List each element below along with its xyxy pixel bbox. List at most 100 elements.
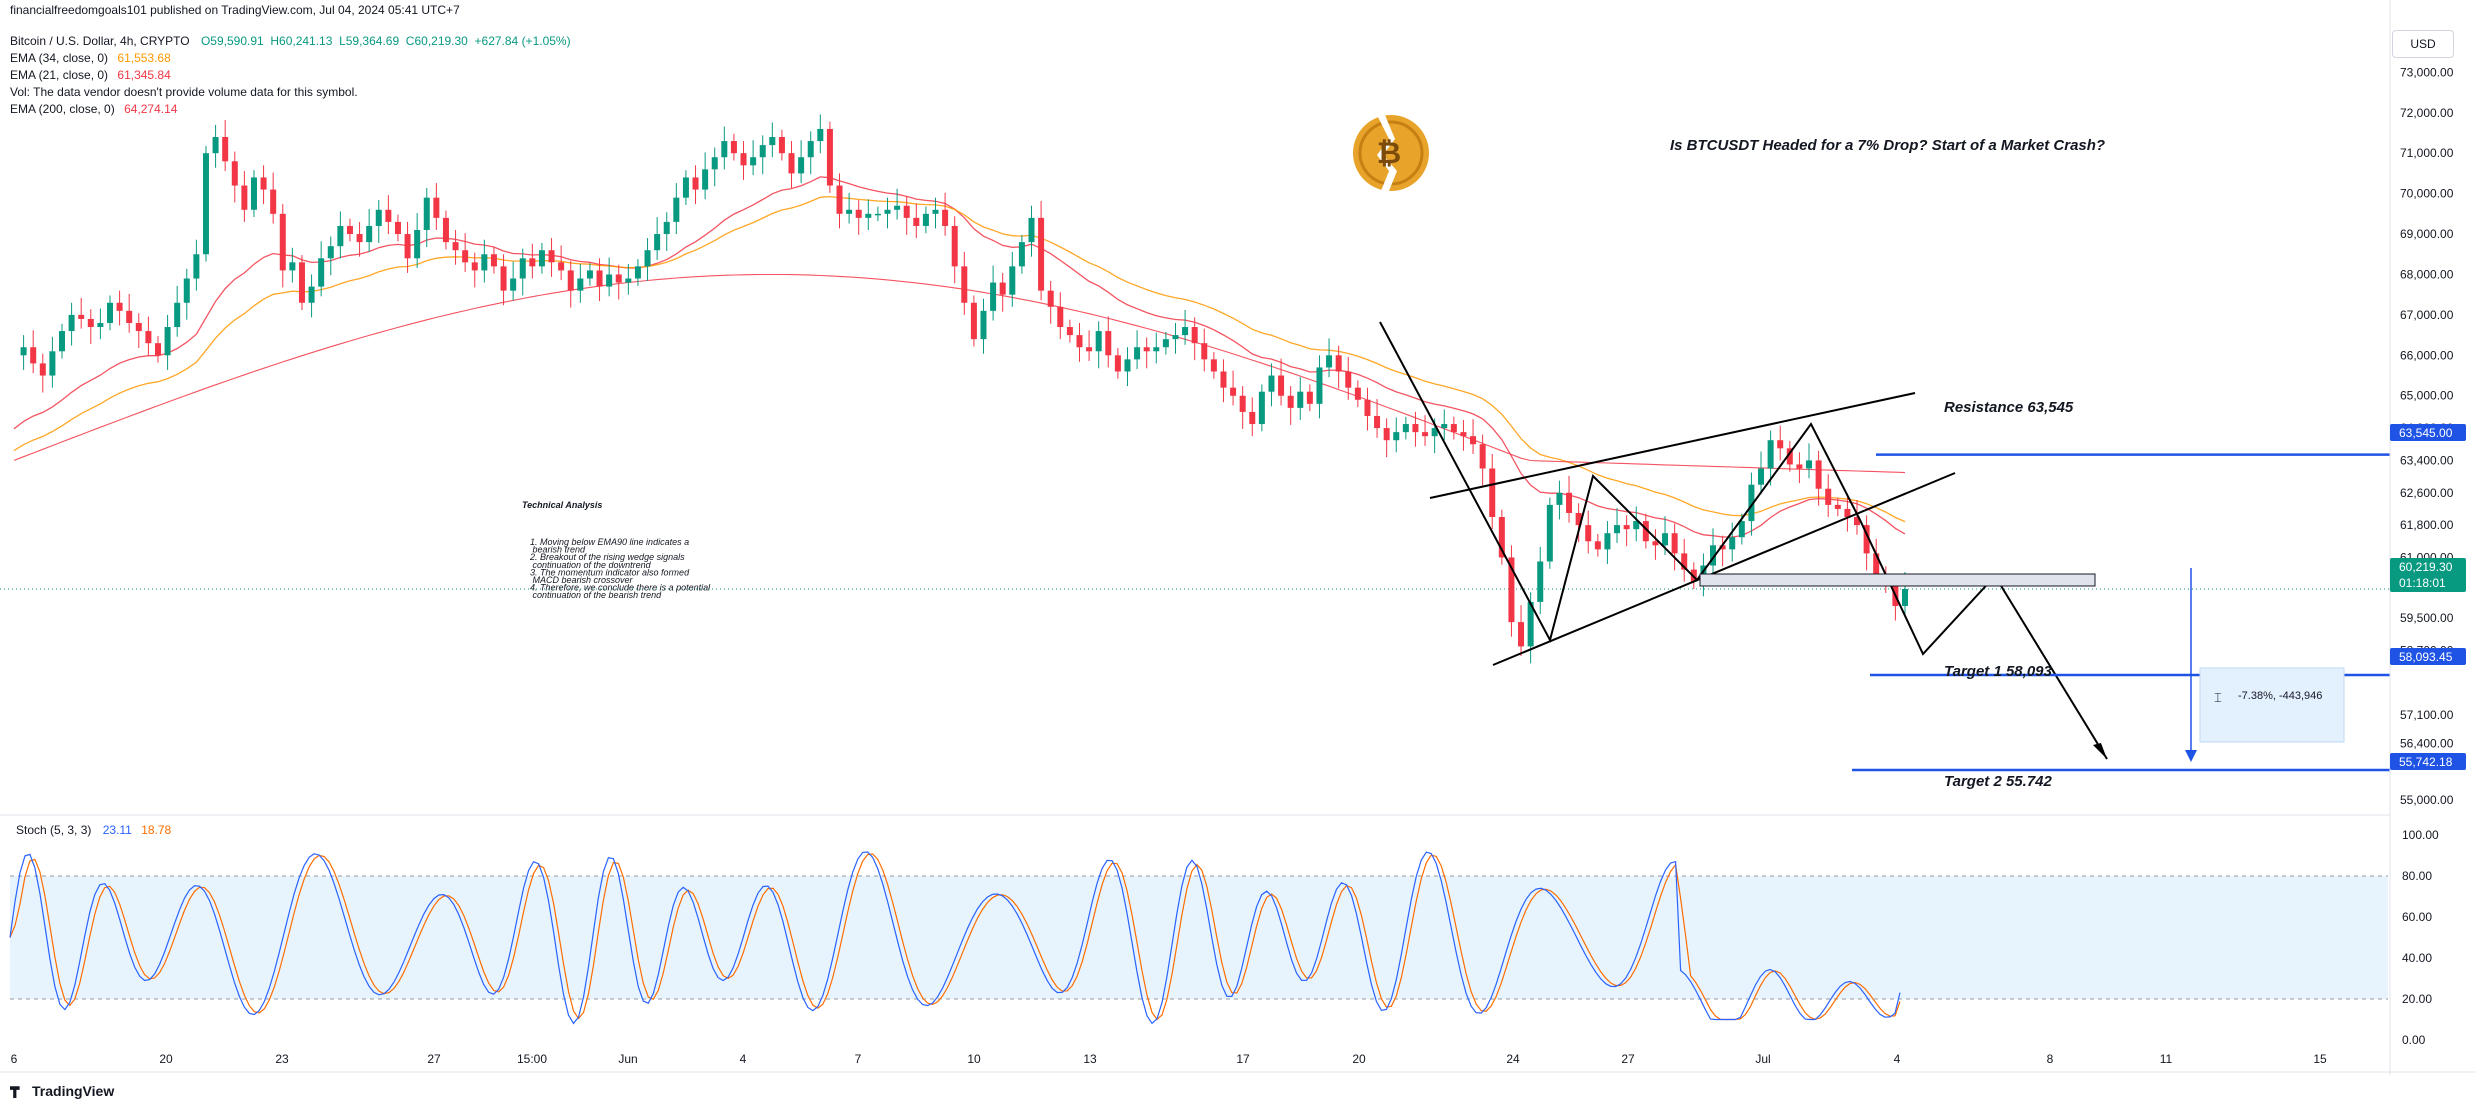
currency-button[interactable]: USD <box>2392 30 2454 58</box>
candle-body <box>1143 347 1150 352</box>
candle-body <box>174 302 181 328</box>
candle-body <box>375 209 382 226</box>
candle-body <box>1258 391 1265 425</box>
stoch-tick-label: 100.00 <box>2402 828 2439 842</box>
price-tick-label: 70,000.00 <box>2400 187 2454 201</box>
candle-body <box>654 234 661 251</box>
stoch-axis[interactable]: 100.00 80.00 60.00 40.00 20.00 0.00 <box>2402 828 2439 1047</box>
candle-body <box>970 302 977 340</box>
candle-body <box>1297 391 1304 408</box>
candle-body <box>414 230 421 259</box>
svg-text:₿: ₿ <box>1377 136 1401 171</box>
candle-body <box>404 234 411 259</box>
candle-body <box>567 270 574 291</box>
candle-body <box>1268 375 1275 392</box>
stoch-band-fill <box>10 876 2388 999</box>
candle-body <box>1076 335 1083 348</box>
candle-body <box>548 250 555 263</box>
candle-body <box>1374 415 1381 429</box>
candle-body <box>366 225 373 243</box>
price-tick-label: 57,100.00 <box>2400 708 2454 722</box>
candle-body <box>1806 460 1813 469</box>
candle-body <box>644 250 651 267</box>
measure-box[interactable]: ⌶ -7.38%, -443,946 <box>2199 667 2345 743</box>
candle-body <box>913 217 920 226</box>
candle-body <box>730 141 737 154</box>
candle-body <box>462 250 469 263</box>
price-tick-label: 65,000.00 <box>2400 389 2454 403</box>
candle-body <box>942 209 949 226</box>
candle-body <box>519 258 526 279</box>
candle-body <box>327 246 334 259</box>
candle-body <box>87 318 94 328</box>
support-zone <box>1699 573 2096 587</box>
candle-body <box>1066 327 1073 336</box>
candle-body <box>1844 508 1851 518</box>
candle-body <box>1758 468 1765 485</box>
candle-body <box>385 209 392 222</box>
candle-body <box>558 262 565 271</box>
ema200-line <box>13 273 1906 474</box>
candle-body <box>1450 424 1457 433</box>
ema34-line <box>13 195 1906 523</box>
candle-body <box>577 278 584 291</box>
candle-body <box>1210 359 1217 372</box>
candle-body <box>260 177 267 190</box>
candle-body <box>769 137 776 146</box>
candle-body <box>1201 343 1208 360</box>
resistance-label: Resistance 63,545 <box>1944 399 2074 416</box>
candle-body <box>164 327 171 356</box>
current-price-tag: 60,219.30 01:18:01 <box>2390 558 2466 592</box>
candle-body <box>721 141 728 158</box>
indicator-volume[interactable]: Vol: The data vendor doesn't provide vol… <box>10 85 358 99</box>
time-tick-label: 13 <box>1083 1052 1097 1066</box>
candle-body <box>1671 533 1678 554</box>
candle-body <box>1729 537 1736 550</box>
analysis-line: 4. Therefore, we conclude there is a pot… <box>530 583 711 593</box>
candle-body <box>1575 512 1582 526</box>
stoch-k-line <box>9 851 1901 1025</box>
candle-body <box>1239 395 1246 412</box>
candle-body <box>1556 492 1563 505</box>
candle-body <box>711 157 718 170</box>
candle-body <box>433 197 440 218</box>
candle-body <box>1230 387 1237 396</box>
time-tick-label: 23 <box>275 1052 289 1066</box>
indicator-ema200[interactable]: EMA (200, close, 0) 64,274.14 <box>10 102 178 116</box>
candle-body <box>1546 504 1553 562</box>
candle-body <box>1105 331 1112 356</box>
price-tick-label: 55,000.00 <box>2400 793 2454 807</box>
candle-body <box>951 225 958 267</box>
symbol-name: Bitcoin / U.S. Dollar, 4h, CRYPTO <box>10 34 190 48</box>
candle-body <box>1633 521 1640 530</box>
candle-body <box>1153 347 1160 352</box>
time-axis[interactable]: 6 20 23 27 15:00 Jun 4 7 10 13 17 20 24 27 Jul 4 8 11 15 <box>11 1052 2327 1066</box>
candle-body <box>894 205 901 210</box>
drawings[interactable] <box>1379 321 2390 772</box>
bitcoin-icon: ₿ <box>1353 115 1429 191</box>
candle-body <box>481 254 488 271</box>
candle-body <box>788 153 795 174</box>
candles[interactable] <box>20 114 1908 664</box>
candle-body <box>289 262 296 271</box>
candle-body <box>663 221 670 235</box>
candle-body <box>1594 541 1601 550</box>
candle-body <box>1441 424 1448 429</box>
time-tick-label: Jun <box>618 1052 637 1066</box>
candle-body <box>1719 545 1726 550</box>
candle-body <box>1422 432 1429 437</box>
candle-body <box>1508 557 1515 623</box>
time-tick-label: 27 <box>1621 1052 1635 1066</box>
indicator-ema21[interactable]: EMA (21, close, 0) 61,345.84 <box>10 68 171 82</box>
candle-body <box>1124 359 1131 372</box>
arrow-head <box>2093 743 2107 759</box>
candle-body <box>1172 335 1179 340</box>
candle-body <box>183 278 190 303</box>
candle-body <box>538 250 545 267</box>
candle-body <box>1182 327 1189 336</box>
candle-body <box>1614 525 1621 534</box>
indicator-ema34[interactable]: EMA (34, close, 0) 61,553.68 <box>10 51 171 65</box>
price-tick-label: 72,000.00 <box>2400 106 2454 120</box>
ohlc-values: O59,590.91 H60,241.13 L59,364.69 C60,219… <box>200 34 571 48</box>
